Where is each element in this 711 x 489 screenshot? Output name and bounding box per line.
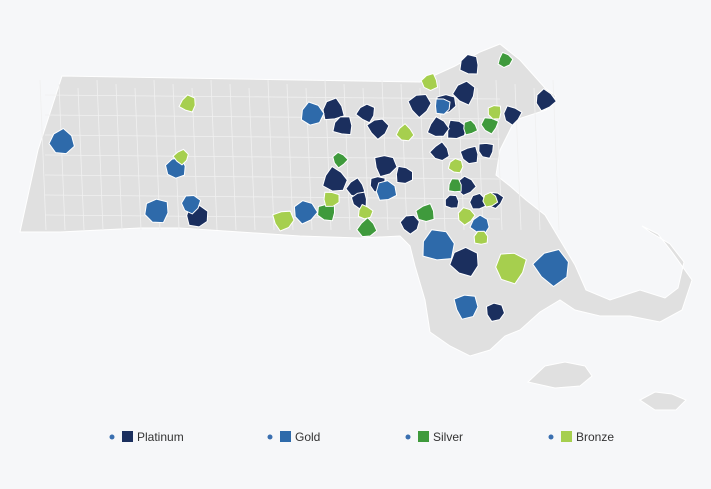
- legend-dot: [109, 434, 115, 440]
- town: [415, 202, 435, 223]
- town-boundary: [115, 83, 123, 231]
- town-boundary: [533, 87, 541, 231]
- town: [357, 203, 374, 220]
- town: [426, 116, 450, 137]
- town: [332, 151, 349, 169]
- town: [395, 165, 413, 184]
- town: [444, 194, 460, 209]
- marthas-vineyard: [526, 361, 593, 389]
- town: [448, 178, 462, 193]
- town: [449, 246, 479, 278]
- town: [451, 80, 476, 106]
- town: [503, 105, 523, 126]
- town: [420, 72, 439, 92]
- town-boundary: [343, 83, 351, 231]
- town: [478, 142, 494, 159]
- town: [366, 118, 390, 141]
- town-boundary: [495, 79, 503, 231]
- town: [447, 158, 464, 174]
- town: [457, 207, 476, 226]
- town-boundary: [44, 154, 501, 160]
- town: [473, 230, 489, 245]
- town: [429, 141, 450, 162]
- legend-swatch: [418, 431, 429, 442]
- town: [178, 94, 196, 113]
- town-boundary: [39, 79, 47, 231]
- town: [399, 214, 420, 235]
- town: [482, 191, 499, 208]
- town-boundary: [96, 79, 104, 231]
- legend-swatch: [280, 431, 291, 442]
- town: [495, 252, 527, 285]
- town: [332, 116, 353, 136]
- town: [293, 200, 319, 225]
- town-boundary: [44, 194, 501, 200]
- legend-dot: [548, 434, 554, 440]
- town-boundary: [210, 79, 218, 231]
- town-boundary: [58, 83, 66, 231]
- town-boundary: [248, 87, 256, 231]
- town: [322, 165, 348, 192]
- legend: Platinum Gold Silver Bronze: [109, 430, 614, 444]
- town: [485, 302, 506, 322]
- legend-swatch: [122, 431, 133, 442]
- town-boundary: [134, 87, 142, 231]
- legend-swatch: [561, 431, 572, 442]
- town: [374, 155, 398, 178]
- town: [453, 294, 479, 320]
- town: [395, 123, 415, 142]
- town: [272, 210, 295, 232]
- town-boundary: [267, 79, 275, 231]
- town-boundary: [44, 114, 501, 120]
- town: [422, 229, 455, 261]
- town: [532, 248, 569, 288]
- legend-label: Bronze: [576, 430, 614, 444]
- town: [355, 103, 376, 124]
- town-boundary: [400, 83, 408, 231]
- town: [469, 214, 490, 235]
- town-boundary: [381, 79, 389, 231]
- town: [300, 101, 325, 126]
- town-boundary: [457, 83, 465, 231]
- town: [434, 98, 451, 115]
- town: [48, 127, 75, 155]
- nantucket: [639, 391, 687, 411]
- town: [459, 145, 479, 165]
- town: [469, 192, 487, 210]
- town: [407, 93, 432, 119]
- town: [375, 180, 398, 201]
- town: [144, 198, 169, 224]
- town: [447, 119, 468, 140]
- town: [459, 53, 479, 75]
- town: [172, 148, 189, 166]
- town-boundary: [552, 79, 560, 231]
- legend-dot: [267, 434, 273, 440]
- town-boundary: [44, 134, 501, 140]
- legend-label: Platinum: [137, 430, 184, 444]
- legend-label: Silver: [433, 430, 463, 444]
- legend-label: Gold: [295, 430, 320, 444]
- legend-dot: [405, 434, 411, 440]
- towns: [48, 51, 569, 322]
- town: [356, 217, 378, 238]
- town: [463, 119, 479, 136]
- town: [323, 191, 340, 207]
- town: [180, 194, 202, 215]
- town-boundary: [77, 87, 85, 231]
- town: [535, 88, 558, 112]
- town: [497, 51, 514, 69]
- town: [487, 105, 502, 120]
- town-boundary: [44, 174, 501, 180]
